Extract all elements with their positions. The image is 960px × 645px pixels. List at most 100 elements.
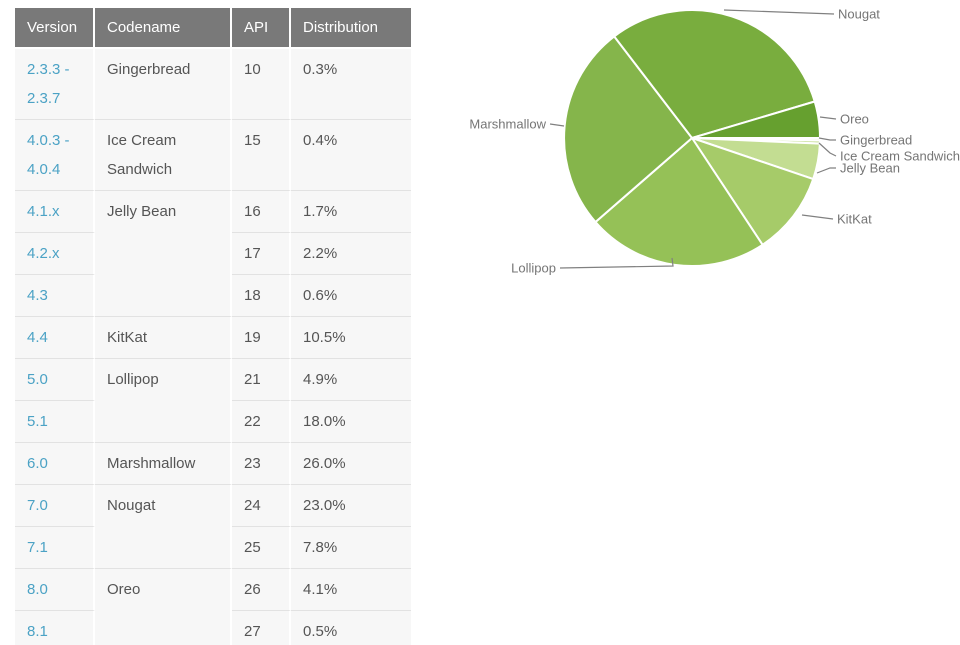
callout-line-kitkat — [801, 214, 834, 220]
chart-label-nougat: Nougat — [838, 7, 880, 22]
pie-slice-lollipop[interactable] — [594, 137, 764, 267]
table-row: 5.0 Lollipop 21 4.9% — [15, 359, 411, 443]
table-row: 6.0 Marshmallow 23 26.0% — [15, 443, 411, 485]
codename-cell: Marshmallow — [95, 443, 232, 485]
api-cell: 26 — [232, 569, 291, 611]
table-row: 8.0 Oreo 26 4.1% — [15, 569, 411, 645]
version-link[interactable]: 4.4 — [27, 329, 48, 346]
api-cell: 25 — [232, 527, 291, 569]
distribution-cell: 4.9% — [291, 359, 411, 401]
version-cell: 2.3.3 - 2.3.7 — [15, 49, 95, 120]
version-cell: 4.1.x — [15, 191, 95, 233]
version-link[interactable]: 8.1 — [27, 623, 48, 640]
codename-cell: Nougat — [95, 485, 232, 569]
version-cell: 8.0 — [15, 569, 95, 611]
version-link[interactable]: 4.1.x — [27, 203, 60, 220]
codename-cell: Jelly Bean — [95, 191, 232, 317]
table-row: 4.4 KitKat 19 10.5% — [15, 317, 411, 359]
table-row: 4.1.x Jelly Bean 16 1.7% — [15, 191, 411, 317]
version-cell: 4.3 — [15, 275, 95, 317]
chart-label-oreo: Oreo — [840, 112, 869, 127]
codename-cell: Oreo — [95, 569, 232, 645]
api-cell: 15 — [232, 120, 291, 191]
version-link[interactable]: 7.1 — [27, 539, 48, 556]
table-row: 4.3 18 0.6% — [15, 275, 411, 317]
header-codename: Codename — [95, 8, 232, 49]
api-cell: 24 — [232, 485, 291, 527]
callout-line-jelly-bean — [816, 167, 836, 174]
codename-cell: Gingerbread — [95, 49, 232, 120]
version-cell: 4.0.3 - 4.0.4 — [15, 120, 95, 191]
version-cell: 5.0 — [15, 359, 95, 401]
chart-label-gingerbread: Gingerbread — [840, 133, 912, 148]
version-cell: 6.0 — [15, 443, 95, 485]
pie-slice-kitkat[interactable] — [691, 137, 815, 246]
version-link[interactable]: 7.0 — [27, 497, 48, 514]
api-cell: 22 — [232, 401, 291, 443]
callout-line-lollipop — [559, 257, 674, 269]
version-link[interactable]: 4.2.x — [27, 245, 60, 262]
chart-label-marshmallow: Marshmallow — [469, 117, 546, 132]
version-link[interactable]: 8.0 — [27, 581, 48, 598]
distribution-cell: 26.0% — [291, 443, 411, 485]
distribution-cell: 23.0% — [291, 485, 411, 527]
version-link[interactable]: 5.1 — [27, 413, 48, 430]
chart-label-lollipop: Lollipop — [511, 261, 556, 276]
api-cell: 16 — [232, 191, 291, 233]
chart-label-jelly-bean: Jelly Bean — [840, 161, 900, 176]
version-link[interactable]: 6.0 — [27, 455, 48, 472]
api-cell: 17 — [232, 233, 291, 275]
distribution-cell: 2.2% — [291, 233, 411, 275]
table-header: Version Codename API Distribution — [15, 8, 411, 49]
distribution-cell: 0.3% — [291, 49, 411, 120]
version-link[interactable]: 4.3 — [27, 287, 48, 304]
version-table: Version Codename API Distribution 2.3.3 … — [15, 8, 411, 645]
version-link[interactable]: 4.0.3 - 4.0.4 — [27, 132, 70, 178]
callout-line-gingerbread — [818, 137, 836, 141]
chart-label-kitkat: KitKat — [837, 212, 872, 227]
api-cell: 18 — [232, 275, 291, 317]
table-row: 4.2.x 17 2.2% — [15, 233, 411, 275]
version-cell: 4.2.x — [15, 233, 95, 275]
table-row: 7.1 25 7.8% — [15, 527, 411, 569]
header-api: API — [232, 8, 291, 49]
version-cell: 7.1 — [15, 527, 95, 569]
distribution-cell: 0.4% — [291, 120, 411, 191]
version-cell: 7.0 — [15, 485, 95, 527]
pie-slice-nougat[interactable] — [613, 9, 816, 139]
codename-cell: Ice Cream Sandwich — [95, 120, 232, 191]
callout-line-nougat — [723, 9, 835, 15]
codename-cell: Lollipop — [95, 359, 232, 443]
version-link[interactable]: 5.0 — [27, 371, 48, 388]
version-cell: 4.4 — [15, 317, 95, 359]
table-row: 2.3.3 - 2.3.7 Gingerbread 10 0.3% — [15, 49, 411, 120]
api-cell: 27 — [232, 611, 291, 645]
codename-cell: KitKat — [95, 317, 232, 359]
api-cell: 23 — [232, 443, 291, 485]
api-cell: 10 — [232, 49, 291, 120]
distribution-cell: 7.8% — [291, 527, 411, 569]
callout-line-oreo — [819, 116, 837, 120]
callout-line-marshmallow — [549, 123, 565, 127]
api-cell: 21 — [232, 359, 291, 401]
pie-slice-marshmallow[interactable] — [563, 35, 693, 223]
version-cell: 8.1 — [15, 611, 95, 645]
table-row: 5.1 22 18.0% — [15, 401, 411, 443]
header-version: Version — [15, 8, 95, 49]
table-row: 8.1 27 0.5% — [15, 611, 411, 645]
chart-label-ice-cream-sandwich: Ice Cream Sandwich — [840, 149, 960, 164]
distribution-cell: 0.5% — [291, 611, 411, 645]
version-link[interactable]: 2.3.3 - 2.3.7 — [27, 61, 70, 107]
distribution-cell: 0.6% — [291, 275, 411, 317]
version-cell: 5.1 — [15, 401, 95, 443]
api-cell: 19 — [232, 317, 291, 359]
distribution-cell: 18.0% — [291, 401, 411, 443]
table-row: 4.0.3 - 4.0.4 Ice Cream Sandwich 15 0.4% — [15, 120, 411, 191]
header-distribution: Distribution — [291, 8, 411, 49]
distribution-cell: 4.1% — [291, 569, 411, 611]
distribution-cell: 10.5% — [291, 317, 411, 359]
table-row: 7.0 Nougat 24 23.0% — [15, 485, 411, 569]
distribution-cell: 1.7% — [291, 191, 411, 233]
